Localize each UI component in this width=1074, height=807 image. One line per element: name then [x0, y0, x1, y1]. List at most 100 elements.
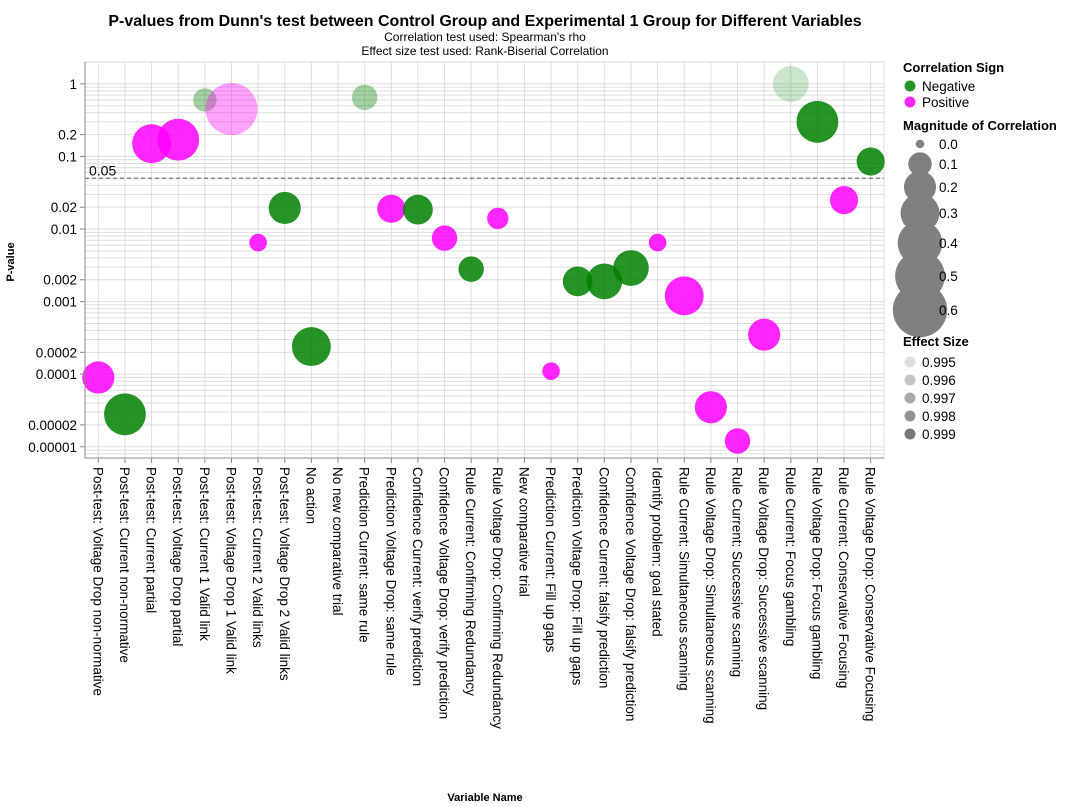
y-tick-label: 0.1 [58, 149, 77, 164]
y-tick-label: 0.002 [43, 273, 77, 288]
legend-label: 0.996 [922, 373, 956, 388]
data-point [648, 233, 667, 252]
data-point [291, 327, 331, 367]
x-tick-label: Rule Current: Successive scanning [730, 467, 745, 677]
data-point [351, 84, 378, 111]
data-point [193, 88, 217, 112]
x-tick-label: Post-test: Voltage Drop 1 Valid link [223, 467, 238, 674]
legend-opacity-swatch [904, 356, 916, 368]
data-point [458, 256, 484, 282]
x-tick-label: Rule Voltage Drop: Focus gambling [809, 467, 824, 679]
data-point [205, 82, 258, 136]
legend-size-swatch [892, 282, 948, 338]
x-tick-label: Confidence Voltage Drop: falsify predict… [623, 467, 638, 721]
legend-swatch [904, 96, 916, 108]
x-axis: Post-test: Voltage Drop non-normative Pos… [85, 457, 884, 729]
legend-label: 0.997 [922, 391, 956, 406]
legend-label: 0.2 [939, 180, 958, 195]
y-tick-label: 0.00002 [28, 418, 77, 433]
chart-title: P-values from Dunn's test between Contro… [108, 13, 861, 30]
y-tick-label: 0.02 [51, 200, 77, 215]
threshold-label: 0.05 [89, 162, 116, 178]
x-tick-label: Post-test: Current 1 Valid link [197, 467, 212, 641]
x-tick-label: Confidence Current: verify prediction [410, 467, 425, 686]
data-point [724, 428, 751, 454]
x-tick-label: Identify problem: goal stated [650, 467, 665, 637]
x-tick-label: Confidence Voltage Drop: verify predicti… [437, 467, 452, 719]
x-tick-label: Rule Current: Focus gambling [783, 467, 798, 646]
legend-label: 0.5 [939, 269, 958, 284]
data-point [613, 250, 649, 286]
legend-opacity-swatch [904, 410, 916, 422]
x-tick-label: Post-test: Current non-normative [117, 467, 132, 663]
legend-label: 0.995 [922, 355, 956, 370]
data-point [586, 263, 623, 300]
legend-title-effect: Effect Size [903, 334, 969, 349]
x-tick-label: Post-test: Voltage Drop 2 Valid links [277, 467, 292, 681]
legend-opacity-swatch [904, 374, 916, 386]
y-tick-label: 0.2 [58, 128, 77, 143]
y-tick-label: 0.00001 [28, 440, 77, 455]
x-tick-label: Post-test: Current 2 Valid links [250, 467, 265, 648]
x-tick-label: Rule Voltage Drop: Confirming Redundancy [490, 467, 505, 729]
y-tick-label: 1 [69, 77, 77, 92]
legend-title-sign: Correlation Sign [903, 60, 1004, 75]
data-point [856, 147, 885, 176]
plot-background [84, 61, 885, 459]
data-point [157, 118, 200, 161]
legend-label: 0.6 [939, 303, 958, 318]
x-tick-label: Post-test: Current partial [144, 467, 159, 613]
y-tick-label: 0.0001 [36, 367, 77, 382]
chart-subtitle-correlation: Correlation test used: Spearman's rho [384, 30, 586, 44]
legend-label: Negative [922, 79, 975, 94]
data-point [403, 194, 433, 225]
plot-area: 0.05 1 0.2 0.1 0.02 0.01 0.002 0.001 0.0002 0.00… [28, 61, 885, 729]
x-tick-label: Prediction Current: same rule [357, 467, 372, 643]
x-tick-label: No new comparative trial [330, 467, 345, 616]
legend-opacity-swatch [904, 392, 916, 404]
legend-label: 0.998 [922, 409, 956, 424]
data-points [82, 66, 885, 454]
x-tick-label: Confidence Current: falsify prediction [596, 467, 611, 688]
data-point [694, 391, 727, 424]
x-tick-label: Rule Current: Conservative Focusing [836, 467, 851, 688]
legend-label: 0.999 [922, 427, 956, 442]
y-axis: 1 0.2 0.1 0.02 0.01 0.002 0.001 0.0002 0.0001 0.0… [28, 62, 86, 458]
legend-label: 0.0 [939, 137, 958, 152]
data-point [796, 100, 839, 143]
legend-label: 0.4 [939, 236, 958, 251]
chart-subtitle-effect-size: Effect size test used: Rank-Biserial Cor… [361, 44, 608, 58]
legend-size-swatch [915, 139, 925, 149]
legend-label: 0.3 [939, 206, 958, 221]
y-tick-label: 0.001 [43, 295, 77, 310]
data-point [431, 225, 458, 251]
data-point [664, 276, 704, 316]
data-point [377, 194, 406, 223]
legend-size-swatch [908, 152, 932, 176]
legend-size-swatch [903, 170, 937, 204]
data-point [829, 186, 859, 215]
x-tick-label: New comparative trial [516, 467, 531, 597]
x-tick-label: Prediction Voltage Drop: Fill up gaps [570, 467, 585, 686]
legend-title-magnitude: Magnitude of Correlation [903, 118, 1057, 133]
grid-lines [84, 61, 885, 459]
legend-swatch [904, 80, 916, 92]
legend-size-swatch [900, 193, 940, 233]
legend-opacity-swatch [904, 428, 916, 440]
data-point [542, 362, 560, 381]
legend-label: Positive [922, 95, 969, 110]
x-tick-label: Rule Voltage Drop: Conservative Focusing [863, 467, 878, 721]
x-tick-label: No action [303, 467, 318, 524]
data-point [268, 191, 301, 225]
y-tick-label: 0.0002 [36, 345, 77, 360]
y-tick-label: 0.01 [51, 222, 77, 237]
data-point [487, 207, 509, 230]
legend-label: 0.1 [939, 157, 958, 172]
x-axis-title: Variable Name [447, 792, 522, 804]
data-point [772, 66, 809, 102]
data-point [562, 266, 593, 297]
data-point [104, 393, 146, 436]
x-tick-label: Rule Voltage Drop: Simultaneous scanning [703, 467, 718, 724]
